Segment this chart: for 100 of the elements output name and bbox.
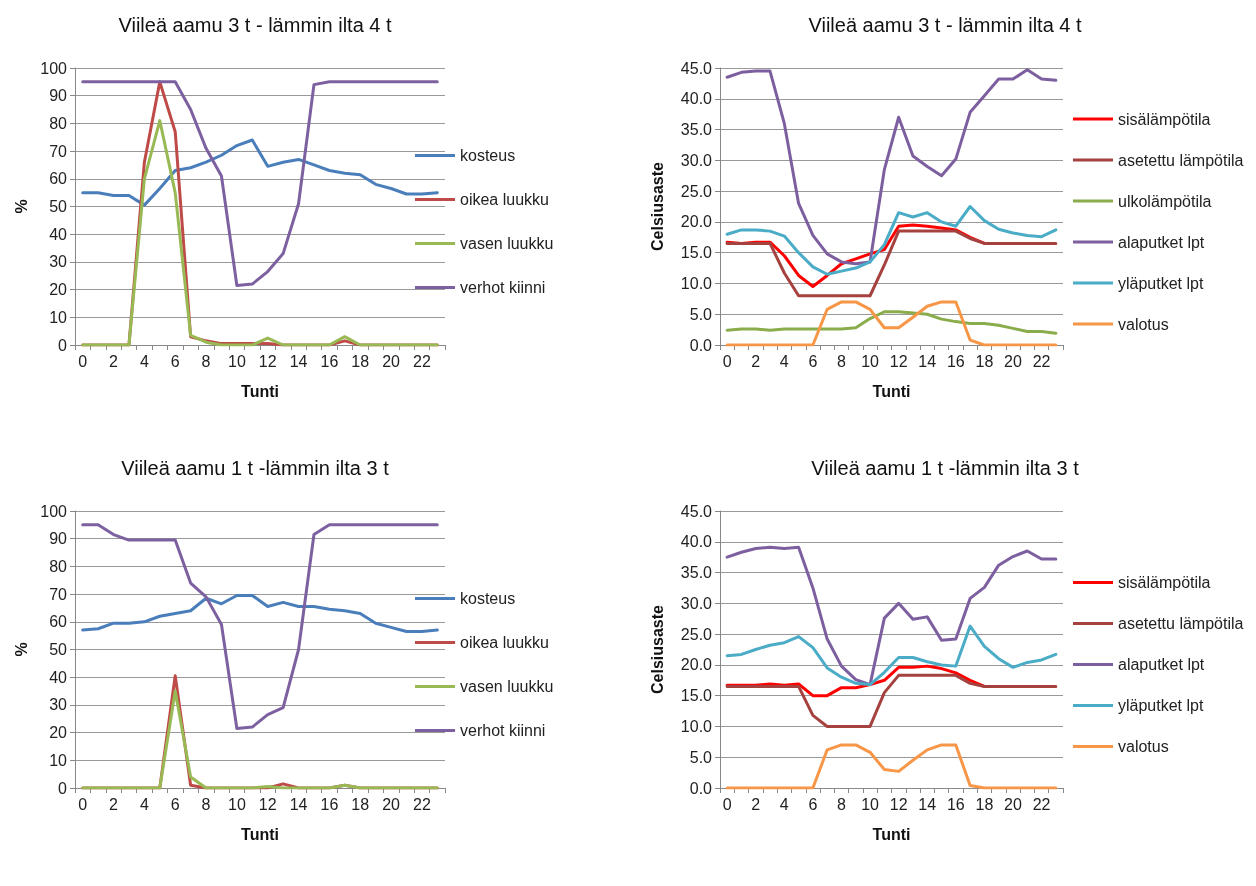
x-tick-label: 12: [258, 352, 277, 370]
legend-label: sisälämpötila: [1118, 574, 1211, 591]
x-tick-label: 4: [139, 352, 149, 370]
legend-label: sisälämpötila: [1118, 110, 1211, 128]
x-tick-label: 0: [78, 352, 88, 370]
y-tick-label: 10.0: [680, 717, 713, 735]
x-tick-label: 6: [170, 795, 180, 813]
x-axis-title: Tunti: [241, 825, 279, 843]
y-tick-label: 20: [49, 281, 68, 299]
legend-label: valotus: [1118, 738, 1169, 755]
chart-title: Viileä aamu 3 t - lämmin ilta 4 t: [118, 14, 392, 36]
x-tick-label: 20: [382, 352, 401, 370]
x-tick-label: 2: [751, 795, 761, 813]
y-tick-label: 45.0: [680, 502, 713, 520]
x-tick-label: 8: [201, 352, 211, 370]
x-tick-label: 2: [109, 352, 119, 370]
x-tick-label: 10: [227, 795, 246, 813]
y-tick-label: 80: [49, 114, 68, 132]
y-tick-label: 100: [40, 502, 68, 520]
chart-title: Viileä aamu 1 t -lämmin ilta 3 t: [121, 457, 390, 479]
y-tick-label: 20.0: [680, 213, 713, 231]
y-tick-label: 35.0: [680, 121, 713, 139]
y-tick-label: 0: [58, 779, 68, 797]
y-tick-label: 15.0: [680, 244, 713, 262]
y-tick-label: 30.0: [680, 594, 713, 612]
y-tick-label: 50: [49, 198, 68, 215]
y-tick-label: 40.0: [680, 533, 713, 551]
y-tick-label: 30.0: [680, 151, 713, 169]
x-tick-label: 22: [412, 795, 431, 813]
y-tick-label: 60: [49, 170, 68, 188]
x-tick-label: 18: [351, 352, 370, 370]
x-tick-label: 2: [109, 795, 119, 813]
legend-label: verhot kiinni: [460, 722, 546, 739]
x-tick-label: 12: [889, 795, 908, 813]
y-tick-label: 10.0: [680, 274, 713, 292]
legend-label: ulkolämpötila: [1118, 192, 1212, 210]
y-tick-label: 0: [58, 336, 68, 354]
y-tick-label: 100: [40, 59, 68, 77]
legend-label: yläputket lpt: [1118, 274, 1204, 292]
y-tick-label: 0.0: [689, 336, 713, 354]
x-tick-label: 10: [227, 352, 246, 370]
x-tick-label: 8: [201, 795, 211, 813]
y-tick-label: 40: [49, 225, 68, 243]
y-axis-title: %: [12, 199, 30, 214]
y-tick-label: 90: [49, 530, 68, 548]
chart-title: Viileä aamu 3 t - lämmin ilta 4 t: [808, 14, 1082, 36]
x-tick-label: 2: [751, 352, 761, 370]
x-tick-label: 22: [412, 352, 431, 370]
legend-label: asetettu lämpötila: [1118, 615, 1244, 632]
x-axis-title: Tunti: [872, 825, 911, 843]
x-axis-title: Tunti: [872, 382, 911, 400]
x-tick-label: 18: [975, 352, 994, 370]
x-axis-title: Tunti: [241, 382, 279, 400]
x-tick-label: 6: [170, 352, 180, 370]
x-tick-label: 14: [918, 795, 937, 813]
x-tick-label: 18: [351, 795, 370, 813]
x-tick-label: 22: [1032, 352, 1051, 370]
y-tick-label: 20.0: [680, 656, 713, 674]
y-tick-label: 10: [49, 308, 68, 326]
y-tick-label: 0.0: [689, 779, 713, 797]
x-tick-label: 0: [78, 795, 88, 813]
x-tick-label: 4: [779, 795, 789, 813]
x-tick-label: 4: [779, 352, 789, 370]
x-tick-label: 0: [722, 795, 732, 813]
y-tick-label: 40.0: [680, 90, 713, 108]
y-axis-title: Celsiusaste: [648, 161, 666, 251]
legend-label: vasen luukku: [460, 235, 554, 252]
legend-label: valotus: [1118, 315, 1169, 333]
legend-label: asetettu lämpötila: [1118, 151, 1244, 169]
x-tick-label: 16: [946, 795, 965, 813]
legend-label: oikea luukku: [460, 191, 549, 208]
y-tick-label: 35.0: [680, 564, 713, 582]
x-tick-label: 14: [289, 795, 308, 813]
y-tick-label: 20: [49, 724, 68, 742]
x-tick-label: 20: [1004, 795, 1022, 813]
x-tick-label: 8: [837, 352, 847, 370]
x-tick-label: 6: [808, 352, 818, 370]
x-tick-label: 12: [258, 795, 277, 813]
x-tick-label: 14: [918, 352, 937, 370]
chart-title: Viileä aamu 1 t -lämmin ilta 3 t: [811, 457, 1080, 479]
x-tick-label: 8: [837, 795, 847, 813]
y-tick-label: 30: [49, 253, 68, 271]
legend-label: alaputket lpt: [1118, 233, 1205, 251]
y-tick-label: 5.0: [689, 748, 713, 766]
legend-label: vasen luukku: [460, 678, 554, 695]
x-tick-label: 10: [861, 352, 880, 370]
y-tick-label: 25.0: [680, 625, 713, 643]
legend-label: alaputket lpt: [1118, 656, 1205, 673]
x-tick-label: 16: [946, 352, 965, 370]
y-axis-title: Celsiusaste: [648, 604, 666, 694]
legend-label: oikea luukku: [460, 634, 549, 651]
y-tick-label: 30: [49, 696, 68, 714]
y-tick-label: 80: [49, 557, 68, 575]
y-tick-label: 5.0: [689, 305, 713, 323]
y-tick-label: 40: [49, 668, 68, 686]
y-tick-label: 15.0: [680, 687, 713, 705]
legend-label: yläputket lpt: [1118, 697, 1204, 714]
x-tick-label: 22: [1032, 795, 1051, 813]
y-tick-label: 10: [49, 751, 68, 769]
x-tick-label: 0: [722, 352, 732, 370]
